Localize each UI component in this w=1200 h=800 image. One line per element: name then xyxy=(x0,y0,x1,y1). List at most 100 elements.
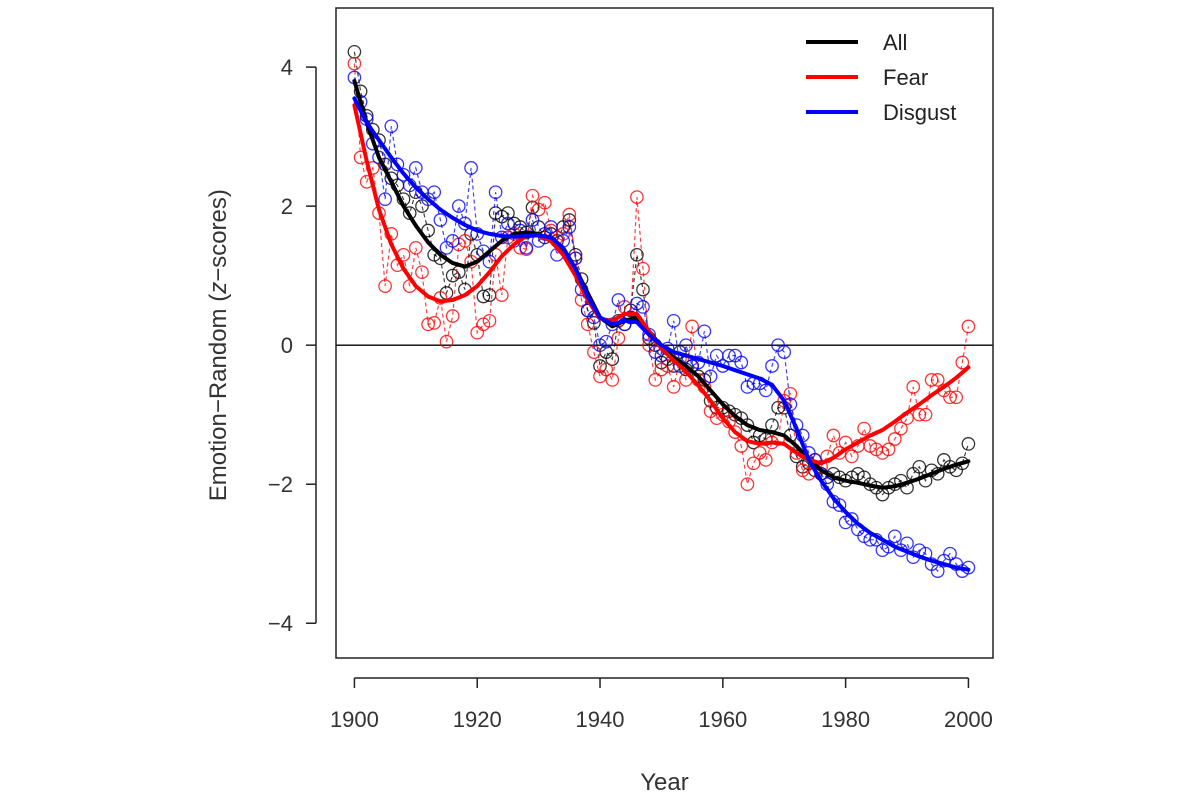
data-point xyxy=(464,161,478,175)
axes: 1900 1920 1940 1960 1980 2000 −4 −2 0 2 4 xyxy=(268,55,993,732)
data-point xyxy=(611,293,626,307)
data-point xyxy=(722,348,736,363)
legend-label: Fear xyxy=(883,65,928,90)
x-tick-label: 1900 xyxy=(330,707,379,732)
data-point xyxy=(955,355,970,370)
y-axis-title-part-3: −scores) xyxy=(205,189,232,282)
x-tick-label: 1940 xyxy=(576,707,625,732)
legend-label: All xyxy=(883,30,907,55)
data-point xyxy=(494,288,509,302)
data-point xyxy=(451,199,466,213)
data-point xyxy=(630,190,644,204)
data-point xyxy=(912,459,927,474)
data-point xyxy=(445,234,460,248)
data-point xyxy=(433,213,448,227)
data-point xyxy=(826,428,841,443)
data-point xyxy=(525,213,540,227)
data-point xyxy=(685,319,699,334)
y-tick-label: 4 xyxy=(281,55,293,80)
data-point xyxy=(636,282,650,297)
data-point xyxy=(912,407,927,422)
series-dashed-line xyxy=(353,51,969,496)
data-point xyxy=(537,195,552,210)
data-point xyxy=(697,324,712,339)
plot-frame xyxy=(335,7,994,659)
data-point xyxy=(740,477,755,492)
data-point xyxy=(525,188,540,203)
data-point xyxy=(961,437,976,451)
data-point xyxy=(415,265,429,280)
y-axis-title-part-1: Emotion−Random ( xyxy=(205,294,232,501)
data-point xyxy=(887,432,902,446)
legend-item-disgust: Disgust xyxy=(806,100,956,125)
data-point xyxy=(421,223,435,238)
data-point xyxy=(421,317,435,332)
data-point xyxy=(949,390,964,405)
data-point xyxy=(881,442,896,457)
data-point xyxy=(636,261,650,276)
data-point xyxy=(384,119,399,134)
data-point xyxy=(703,369,718,384)
data-point xyxy=(445,309,460,323)
trend-line-fear xyxy=(352,103,971,466)
data-point xyxy=(943,390,957,405)
series-fear xyxy=(347,56,976,492)
data-point xyxy=(918,407,933,422)
legend-item-all: All xyxy=(806,30,907,55)
data-point xyxy=(427,185,442,200)
data-point xyxy=(408,161,423,175)
data-point xyxy=(482,313,497,328)
y-tick-label: 2 xyxy=(281,194,293,219)
legend-item-fear: Fear xyxy=(806,65,928,90)
data-point xyxy=(666,380,681,394)
data-point xyxy=(887,529,902,544)
data-point xyxy=(746,456,761,471)
x-axis-title: Year xyxy=(640,769,689,796)
data-point xyxy=(734,355,749,370)
data-point xyxy=(390,157,405,172)
data-point xyxy=(728,425,742,439)
data-point xyxy=(439,334,454,349)
data-point xyxy=(611,331,626,346)
data-point xyxy=(740,418,755,432)
data-point xyxy=(347,56,362,71)
data-point xyxy=(943,546,957,561)
legend: All Fear Disgust xyxy=(806,30,956,125)
data-point xyxy=(501,216,515,231)
trend-line-disgust xyxy=(352,96,971,572)
x-tick-label: 1980 xyxy=(821,707,870,732)
y-tick-label: 0 xyxy=(281,333,293,358)
y-axis-title: Emotion−Random (z−scores) xyxy=(205,189,232,501)
data-point xyxy=(930,564,945,578)
data-point xyxy=(605,352,620,366)
data-point xyxy=(599,334,614,349)
series-layer xyxy=(347,44,976,578)
data-point xyxy=(930,373,945,387)
x-tick-label: 1920 xyxy=(453,707,502,732)
data-point xyxy=(544,220,558,234)
data-point xyxy=(906,380,921,394)
data-point xyxy=(844,512,859,526)
data-point xyxy=(777,345,792,359)
data-point xyxy=(734,439,749,453)
series-dashed-line xyxy=(353,77,969,573)
data-point xyxy=(605,373,620,387)
data-point xyxy=(396,167,411,182)
data-point xyxy=(758,453,773,467)
data-point xyxy=(427,316,442,330)
data-point xyxy=(599,362,614,377)
x-tick-label: 2000 xyxy=(944,707,993,732)
data-point xyxy=(372,150,386,165)
data-point xyxy=(832,498,847,512)
data-point xyxy=(961,319,976,334)
y-tick-label: −4 xyxy=(268,611,293,636)
x-tick-label: 1960 xyxy=(698,707,747,732)
legend-label: Disgust xyxy=(883,100,956,125)
data-point xyxy=(894,421,908,436)
data-point xyxy=(378,279,392,293)
data-point xyxy=(476,289,491,304)
data-point xyxy=(857,421,871,436)
data-point xyxy=(501,206,515,220)
data-point xyxy=(630,247,644,262)
data-point xyxy=(924,373,939,387)
